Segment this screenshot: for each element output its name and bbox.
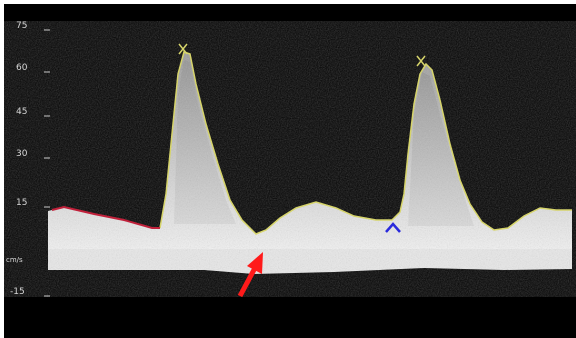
peak-marker-2 [416,55,426,67]
axis-tick-label: 45 [16,107,28,117]
caliper-marker [385,222,401,233]
axis-tick-label: 75 [16,21,28,31]
annotation-arrow [237,252,263,298]
axis-tick-label: -15 [10,287,25,297]
baseline-unit-label: cm/s [6,256,23,264]
peak-marker-1 [178,43,188,55]
trace-start [51,205,160,229]
velocity-axis [44,29,50,297]
axis-tick-label: 30 [16,149,28,159]
axis-tick-label: 15 [16,198,28,208]
envelope-trace [159,51,572,235]
axis-tick-label: 60 [16,63,28,73]
doppler-spectrum: 75 60 45 30 15 cm/s -15 [4,4,576,338]
doppler-waveform [44,29,574,298]
